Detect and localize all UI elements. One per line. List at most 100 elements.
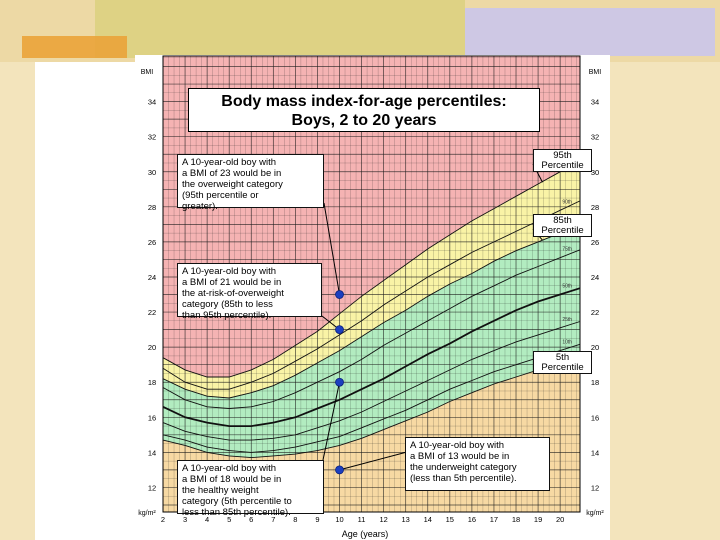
annotation-underweight: A 10-year-old boy with a BMI of 13 would… xyxy=(405,437,550,491)
x-tick-label: 18 xyxy=(512,515,520,524)
x-tick-label: 5 xyxy=(227,515,231,524)
annotation-line: a BMI of 23 would be in xyxy=(182,168,282,179)
curve-85th xyxy=(162,224,581,399)
annotation-healthy: A 10-year-old boy with a BMI of 18 would… xyxy=(177,460,324,518)
percentile-curves: 90th 75th 50th 25th 10th xyxy=(162,160,581,459)
label-95th-percentile: 95th Percentile xyxy=(533,149,592,172)
x-tick-label: 6 xyxy=(249,515,253,524)
annotation-line: A 10-year-old boy with xyxy=(182,463,276,474)
y-tick-label-right: 20 xyxy=(591,343,599,352)
annotation-line: (95th percentile or xyxy=(182,190,259,201)
chart-title: Body mass index-for-age percentiles: xyxy=(221,93,507,110)
x-tick-label: 12 xyxy=(379,515,387,524)
y-tick-label-left: 20 xyxy=(148,343,156,352)
y-tick-label-left: 28 xyxy=(148,203,156,212)
annotation-line: the healthy weight xyxy=(182,485,259,496)
y-tick-label-left: 30 xyxy=(148,168,156,177)
curve-label-25th: 25th xyxy=(562,317,572,323)
y-tick-label-left: 22 xyxy=(148,308,156,317)
y-tick-label-left: 12 xyxy=(148,483,156,492)
curve-label-50th: 50th xyxy=(562,284,572,290)
x-tick-label: 14 xyxy=(424,515,432,524)
curve-label-75th: 75th xyxy=(562,247,572,253)
curve-5th xyxy=(162,356,581,459)
annotation-at-risk: A 10-year-old boy with a BMI of 21 would… xyxy=(177,263,322,321)
curve-95th xyxy=(162,160,581,378)
unit-label-left: kg/m² xyxy=(138,510,156,517)
label-line: Percentile xyxy=(541,362,584,373)
annotation-line: A 10-year-old boy with xyxy=(182,266,276,277)
y-tick-label-left: 32 xyxy=(148,133,156,142)
y-tick-label-right: 32 xyxy=(591,133,599,142)
y-tick-label-right: 22 xyxy=(591,308,599,317)
callout-line xyxy=(322,382,340,461)
label-line: 85th xyxy=(553,215,572,226)
annotation-line: category (85th to less xyxy=(182,299,273,310)
example-marker xyxy=(335,465,344,475)
y-axis-label-left: BMI xyxy=(141,69,154,76)
curve-label-10th: 10th xyxy=(562,340,572,346)
annotation-line: the overweight category xyxy=(182,179,283,190)
x-tick-label: 16 xyxy=(468,515,476,524)
chart-title-box: Body mass index-for-age percentiles: Boy… xyxy=(188,88,540,132)
label-line: 5th xyxy=(555,352,570,363)
unit-label-right: kg/m² xyxy=(586,510,604,517)
curve-10th xyxy=(162,343,581,453)
annotation-line: A 10-year-old boy with xyxy=(410,440,504,451)
y-tick-label-left: 18 xyxy=(148,378,156,387)
x-tick-label: 13 xyxy=(402,515,410,524)
annotation-line: the underweight category xyxy=(410,462,517,473)
callout-line xyxy=(339,451,408,471)
x-tick-label: 8 xyxy=(293,515,297,524)
x-tick-label: 7 xyxy=(271,515,275,524)
chart-subtitle: Boys, 2 to 20 years xyxy=(291,112,437,129)
annotation-line: the at-risk-of-overweight xyxy=(182,288,284,299)
x-tick-label: 11 xyxy=(358,515,366,524)
example-marker xyxy=(335,325,344,335)
y-tick-label-right: 14 xyxy=(591,448,599,457)
y-tick-label-right: 26 xyxy=(591,238,599,247)
annotation-line: A 10-year-old boy with xyxy=(182,157,276,168)
example-marker xyxy=(335,290,344,299)
label-line: Percentile xyxy=(541,160,584,171)
y-tick-label-right: 18 xyxy=(591,378,599,387)
annotation-line: a BMI of 18 would be in xyxy=(182,474,282,485)
annotation-line: (less than 5th percentile). xyxy=(410,473,517,484)
annotation-line: a BMI of 21 would be in xyxy=(182,277,282,288)
x-tick-label: 19 xyxy=(534,515,542,524)
curve-label-90th: 90th xyxy=(562,199,572,205)
y-tick-label-left: 26 xyxy=(148,238,156,247)
x-tick-label: 9 xyxy=(315,515,319,524)
callout-line xyxy=(323,202,341,295)
y-tick-label-right: 30 xyxy=(591,168,599,177)
x-tick-label: 20 xyxy=(556,515,564,524)
y-tick-label-right: 28 xyxy=(591,203,599,212)
band-at-risk xyxy=(163,160,580,398)
y-tick-label-left: 24 xyxy=(148,273,156,282)
y-tick-label-right: 34 xyxy=(591,98,599,107)
example-markers xyxy=(335,290,344,475)
annotation-line: a BMI of 13 would be in xyxy=(410,451,510,462)
annotation-line: less than 85th percentile). xyxy=(182,507,291,518)
label-85th-percentile: 85th Percentile xyxy=(533,214,592,237)
x-tick-label: 3 xyxy=(183,515,187,524)
x-tick-label: 15 xyxy=(446,515,454,524)
x-tick-label: 4 xyxy=(205,515,209,524)
y-tick-label-left: 16 xyxy=(148,413,156,422)
curve-25th xyxy=(162,321,581,441)
x-tick-label: 10 xyxy=(335,515,343,524)
annotation-line: greater). xyxy=(182,201,218,212)
curve-75th xyxy=(162,249,581,409)
y-tick-label-left: 34 xyxy=(148,98,156,107)
x-tick-label: 2 xyxy=(161,515,165,524)
plot-frame xyxy=(162,55,581,513)
annotation-line: category (5th percentile to xyxy=(182,496,292,507)
y-axis-label-right: BMI xyxy=(589,69,602,76)
y-tick-label-right: 16 xyxy=(591,413,599,422)
label-line: Percentile xyxy=(541,225,584,236)
label-5th-percentile: 5th Percentile xyxy=(533,351,592,374)
label-line: 95th xyxy=(553,150,572,161)
curve-50th xyxy=(162,287,581,427)
x-axis-label: Age (years) xyxy=(342,529,389,539)
